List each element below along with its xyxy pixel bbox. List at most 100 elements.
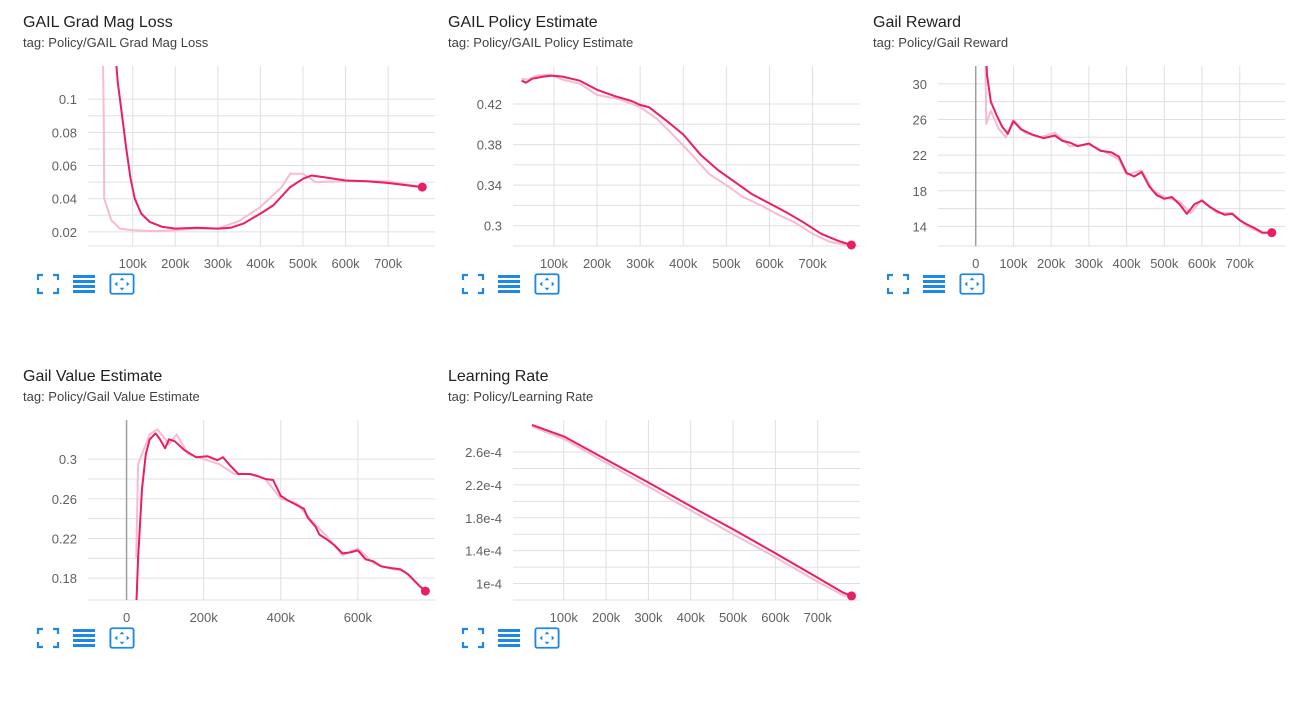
plot-gail-reward[interactable]: 0 100k 200k 300k 400k 500k 600k 700k 14 18 22 26 30 [873,58,1293,268]
list-icon[interactable] [921,272,947,296]
chart-tag: tag: Policy/Gail Reward [873,35,1009,50]
y-tick-label: 1.4e-4 [465,544,502,559]
x-tick-label: 200k [592,610,621,622]
chart-card-value-estimate: Gail Value Estimate tag: Policy/Gail Val… [23,368,443,713]
y-tick-label: 26 [913,112,927,127]
x-tick-label: 700k [804,610,833,622]
y-tick-label: 30 [913,77,927,92]
x-tick-label: 300k [1075,256,1104,268]
chart-tag: tag: Policy/GAIL Policy Estimate [448,35,634,50]
chart-title: GAIL Policy Estimate [448,14,598,31]
chart-title: Learning Rate [448,368,549,385]
x-tick-label: 400k [267,610,296,622]
y-tick-label: 0.34 [477,178,502,193]
plot-policy-estimate[interactable]: 100k 200k 300k 400k 500k 600k 700k 0.3 0.34 0.38 0… [448,58,868,268]
x-tick-label: 600k [761,610,790,622]
plot-grad-mag-loss[interactable]: 100k 200k 300k 400k 500k 600k 700k 0.02 0.04 0.06… [23,58,443,268]
x-tick-label: 200k [190,610,219,622]
y-tick-label: 0.1 [59,92,77,107]
chart-title: Gail Reward [873,14,962,31]
smoothed-series-line [115,66,423,230]
smoothed-series-line [531,423,852,597]
chart-tag: tag: Policy/Gail Value Estimate [23,389,200,404]
y-tick-label: 0.26 [52,492,77,507]
grid [88,66,435,246]
x-tick-label: 500k [719,610,748,622]
last-value-point[interactable] [1267,228,1277,238]
x-tick-label: 600k [1188,256,1217,268]
fullscreen-icon[interactable] [35,272,61,296]
y-tick-label: 22 [913,148,927,163]
x-tick-label: 100k [550,610,579,622]
list-icon[interactable] [496,626,522,650]
fit-domain-icon[interactable] [109,272,135,296]
y-tick-label: 2.2e-4 [465,478,502,493]
x-tick-label: 400k [246,256,275,268]
y-tick-label: 14 [913,219,927,234]
last-value-point[interactable] [846,240,856,250]
y-tick-label: 1.8e-4 [465,511,502,526]
x-tick-label: 300k [626,256,655,268]
y-tick-label: 1e-4 [476,577,502,592]
y-tick-label: 0.02 [52,225,77,240]
x-tick-label: 100k [999,256,1028,268]
x-tick-label: 100k [119,256,148,268]
x-tick-label: 200k [1037,256,1066,268]
y-tick-label: 0.3 [484,219,502,234]
chart-title: Gail Value Estimate [23,368,163,385]
fullscreen-icon[interactable] [460,626,486,650]
list-icon[interactable] [496,272,522,296]
x-tick-label: 0 [972,256,979,268]
y-tick-label: 0.38 [477,138,502,153]
y-tick-label: 18 [913,184,927,199]
fit-domain-icon[interactable] [534,626,560,650]
y-tick-label: 0.06 [52,159,77,174]
x-tick-label: 600k [344,610,373,622]
x-tick-label: 200k [161,256,190,268]
x-tick-label: 300k [634,610,663,622]
fit-domain-icon[interactable] [109,626,135,650]
chart-tag: tag: Policy/Learning Rate [448,389,594,404]
chart-card-grad-mag-loss: GAIL Grad Mag Loss tag: Policy/GAIL Grad… [23,14,443,359]
y-tick-label: 0.22 [52,532,77,547]
x-tick-label: 400k [1112,256,1141,268]
x-tick-label: 400k [669,256,698,268]
raw-series-line [531,425,852,599]
chart-tag: tag: Policy/GAIL Grad Mag Loss [23,35,209,50]
grid [513,66,860,246]
plot-value-estimate[interactable]: 0 200k 400k 600k 0.18 0.22 0.26 0.3 [23,412,443,622]
grid [88,420,435,600]
fullscreen-icon[interactable] [460,272,486,296]
x-tick-label: 600k [331,256,360,268]
fit-domain-icon[interactable] [534,272,560,296]
chart-card-policy-estimate: GAIL Policy Estimate tag: Policy/GAIL Po… [448,14,868,359]
fit-domain-icon[interactable] [959,272,985,296]
raw-series-line [102,66,423,233]
x-tick-label: 500k [289,256,318,268]
plot-learning-rate[interactable]: 100k 200k 300k 400k 500k 600k 700k 1e-4 1.4e-4 1.… [448,412,868,622]
last-value-point[interactable] [417,182,427,192]
smoothed-series-line [521,74,852,246]
fullscreen-icon[interactable] [885,272,911,296]
last-value-point[interactable] [420,586,430,596]
x-tick-label: 100k [540,256,569,268]
y-tick-label: 2.6e-4 [465,445,502,460]
list-icon[interactable] [71,272,97,296]
grid [938,66,1285,246]
grid [513,420,860,600]
x-tick-label: 700k [798,256,827,268]
y-tick-label: 0.3 [59,452,77,467]
x-tick-label: 600k [755,256,784,268]
fullscreen-icon[interactable] [35,626,61,650]
x-tick-label: 700k [1226,256,1255,268]
last-value-point[interactable] [847,591,857,601]
smoothed-series-line [985,66,1272,234]
chart-title: GAIL Grad Mag Loss [23,14,173,31]
smoothed-series-line [135,432,427,600]
x-tick-label: 400k [677,610,706,622]
x-tick-label: 500k [1150,256,1179,268]
y-tick-label: 0.18 [52,571,77,586]
y-tick-label: 0.42 [477,97,502,112]
list-icon[interactable] [71,626,97,650]
x-tick-label: 200k [583,256,612,268]
